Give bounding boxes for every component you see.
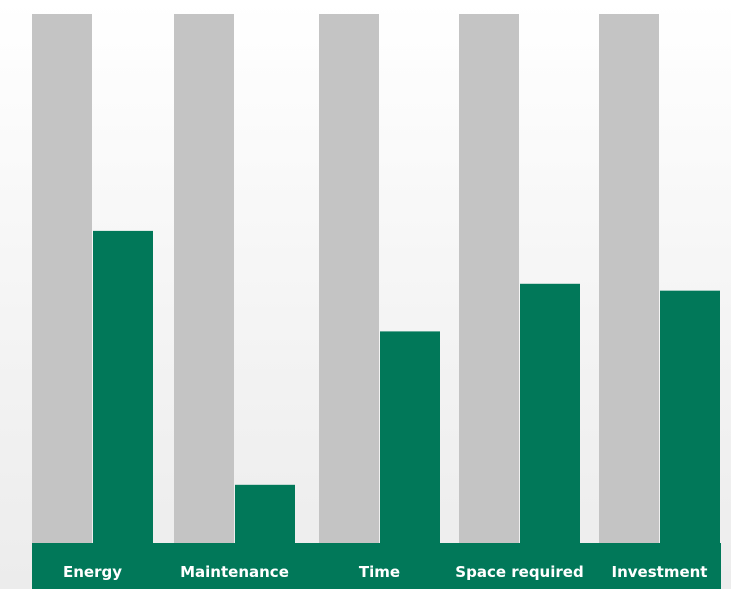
bar-value-maintenance [235,484,295,543]
category-label-space-required: Space required [455,563,583,581]
bar-value-time [380,331,440,543]
category-label-maintenance: Maintenance [180,563,289,581]
category-labels: Energy Maintenance Time Space required Inves… [63,563,707,581]
category-axis-band [32,543,721,589]
bar-value-space-required [520,283,580,543]
category-label-energy: Energy [63,563,122,581]
bars-layer [32,14,720,543]
bar-reference-space-required [459,14,519,543]
bar-reference-investment [599,14,659,543]
bar-value-energy [93,230,153,543]
bar-reference-time [319,14,379,543]
bar-value-investment [660,290,720,543]
bar-reference-energy [32,14,92,543]
bar-reference-maintenance [174,14,234,543]
category-label-investment: Investment [612,563,708,581]
category-label-time: Time [359,563,400,581]
